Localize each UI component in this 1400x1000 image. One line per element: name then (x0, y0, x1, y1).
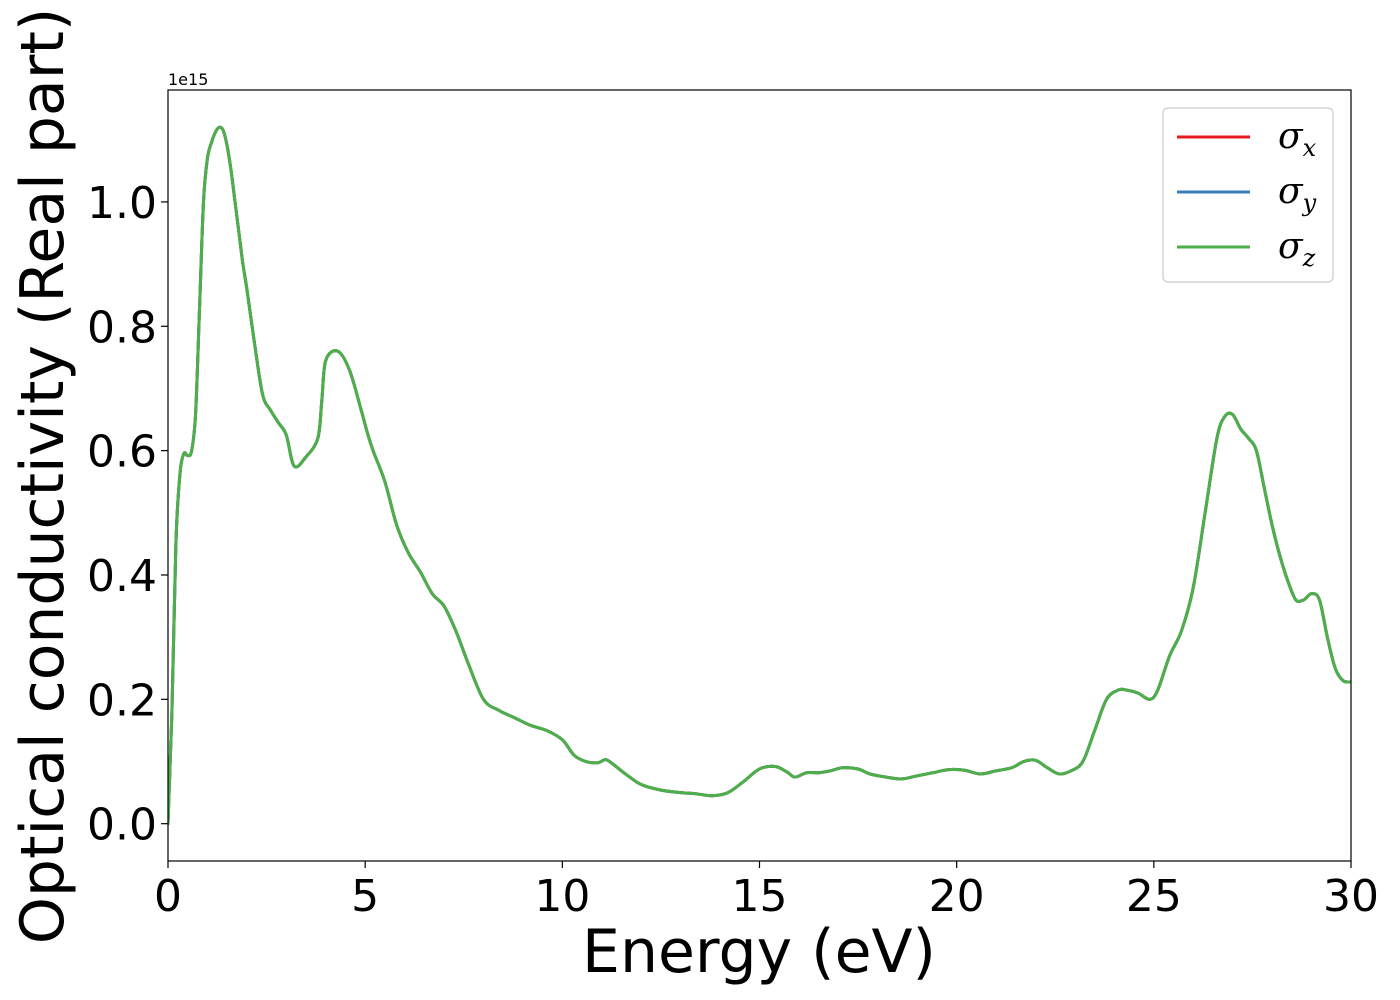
y-tick-label: 0.2 (87, 675, 157, 726)
legend-label-subscript: x (1303, 134, 1317, 162)
y-tick-label: 0.8 (87, 302, 157, 353)
x-tick-label: 15 (732, 871, 788, 922)
legend-entry-sigma-y: σy (1177, 171, 1317, 217)
legend-label-subscript: z (1302, 244, 1316, 272)
y-tick-label: 0.4 (87, 551, 157, 602)
series-sigma-z-line (168, 125, 1351, 826)
x-tick-label: 20 (929, 871, 985, 922)
y-axis-title: Optical conductivity (Real part) (8, 8, 78, 945)
x-tick-label: 25 (1126, 871, 1182, 922)
x-axis-title: Energy (eV) (582, 917, 936, 987)
x-tick-label: 0 (154, 871, 182, 922)
series-layer (168, 125, 1351, 826)
y-tick-label: 0.0 (87, 800, 157, 851)
legend-box (1162, 107, 1334, 283)
ticks-layer: 0 5 10 15 20 25 30 0.0 0.2 0.4 0.6 0.8 1.0 (87, 178, 1379, 922)
x-tick-label: 5 (351, 871, 379, 922)
x-tick-label: 30 (1323, 871, 1379, 922)
x-tick-label: 10 (534, 871, 590, 922)
y-tick-label: 0.6 (87, 427, 157, 478)
legend-label-subscript: y (1302, 189, 1317, 217)
y-offset-text: 1e15 (168, 70, 208, 89)
y-tick-label: 1.0 (87, 178, 157, 229)
